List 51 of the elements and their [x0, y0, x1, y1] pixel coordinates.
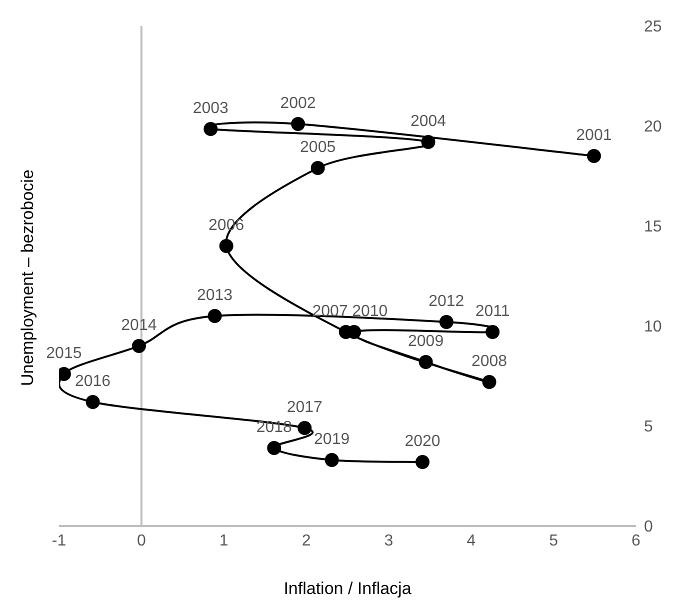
- y-tick-label: 20: [644, 118, 662, 136]
- point: [298, 421, 312, 435]
- y-axis-title: Unemployment – bezrobocie: [18, 170, 38, 386]
- annotation: 2015: [46, 345, 82, 362]
- annotation: 2004: [410, 113, 446, 130]
- x-tick-label: 6: [632, 532, 641, 550]
- y-tick-label: 25: [644, 18, 662, 36]
- annotation: 2017: [286, 399, 323, 416]
- point: [482, 375, 496, 389]
- x-tick-label: 4: [466, 532, 476, 550]
- point: [416, 455, 430, 469]
- annotation: 2014: [121, 317, 157, 334]
- annotation: 2002: [280, 95, 316, 112]
- y-tick-label: 0: [644, 518, 653, 536]
- annotation: 2011: [475, 303, 510, 320]
- y-tick-label: 10: [644, 318, 662, 336]
- annotation: 2008: [471, 353, 508, 370]
- point: [204, 122, 218, 136]
- annotation: 2020: [404, 433, 440, 450]
- point: [208, 309, 222, 323]
- point: [421, 135, 436, 149]
- x-tick-label: 5: [549, 532, 558, 550]
- point: [439, 315, 454, 329]
- annotation: 2019: [314, 431, 350, 448]
- annotation: 2013: [196, 287, 233, 304]
- point: [586, 149, 601, 163]
- annotation: 2018: [256, 419, 292, 436]
- annotation: 2001: [576, 127, 612, 144]
- x-tick-label: 0: [136, 532, 146, 550]
- point: [291, 117, 306, 131]
- point: [418, 355, 433, 369]
- y-tick-label: 5: [644, 418, 653, 436]
- x-tick-label: 3: [384, 532, 394, 550]
- annotation: 2010: [352, 303, 388, 320]
- x-axis-title: Inflation / Inflacja: [284, 579, 412, 598]
- point: [486, 325, 500, 339]
- x-tick-label: 2: [302, 532, 311, 550]
- annotation: 2005: [300, 139, 336, 156]
- point: [132, 339, 146, 353]
- point: [324, 453, 339, 467]
- x-tick-label: 1: [219, 532, 228, 550]
- annotation: 2009: [408, 333, 444, 350]
- annotation: 2016: [75, 373, 111, 390]
- annotation: 2012: [428, 293, 464, 310]
- point: [86, 395, 100, 409]
- x-tick-label: -1: [52, 532, 66, 550]
- annotation: 2003: [192, 100, 229, 117]
- point: [267, 441, 282, 455]
- y-tick-label: 15: [644, 218, 662, 236]
- point: [219, 239, 234, 253]
- point: [310, 161, 325, 175]
